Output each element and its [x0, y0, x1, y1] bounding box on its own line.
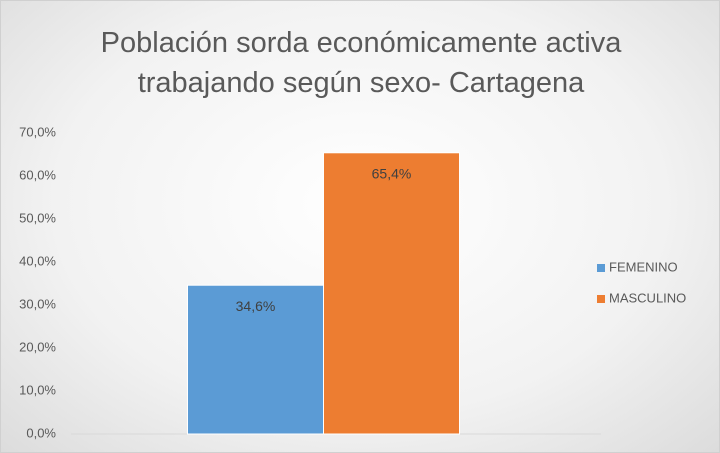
y-tick-label: 70,0%	[19, 124, 56, 139]
y-tick-label: 30,0%	[19, 296, 56, 311]
chart-title: Población sorda económicamente activa tr…	[100, 27, 622, 99]
bar	[187, 284, 324, 435]
y-tick-label: 40,0%	[19, 253, 56, 268]
y-tick-label: 10,0%	[19, 382, 56, 397]
y-tick-label: 60,0%	[19, 167, 56, 182]
y-tick-label: 50,0%	[19, 210, 56, 225]
y-tick-label: 0,0%	[26, 425, 56, 440]
legend-swatch	[597, 295, 605, 303]
legend-label: MASCULINO	[609, 290, 686, 305]
legend-swatch	[597, 264, 605, 272]
data-label: 65,4%	[372, 165, 412, 181]
data-label: 34,6%	[236, 298, 276, 314]
y-tick-label: 20,0%	[19, 339, 56, 354]
bar	[323, 152, 460, 435]
legend-label: FEMENINO	[609, 259, 678, 274]
